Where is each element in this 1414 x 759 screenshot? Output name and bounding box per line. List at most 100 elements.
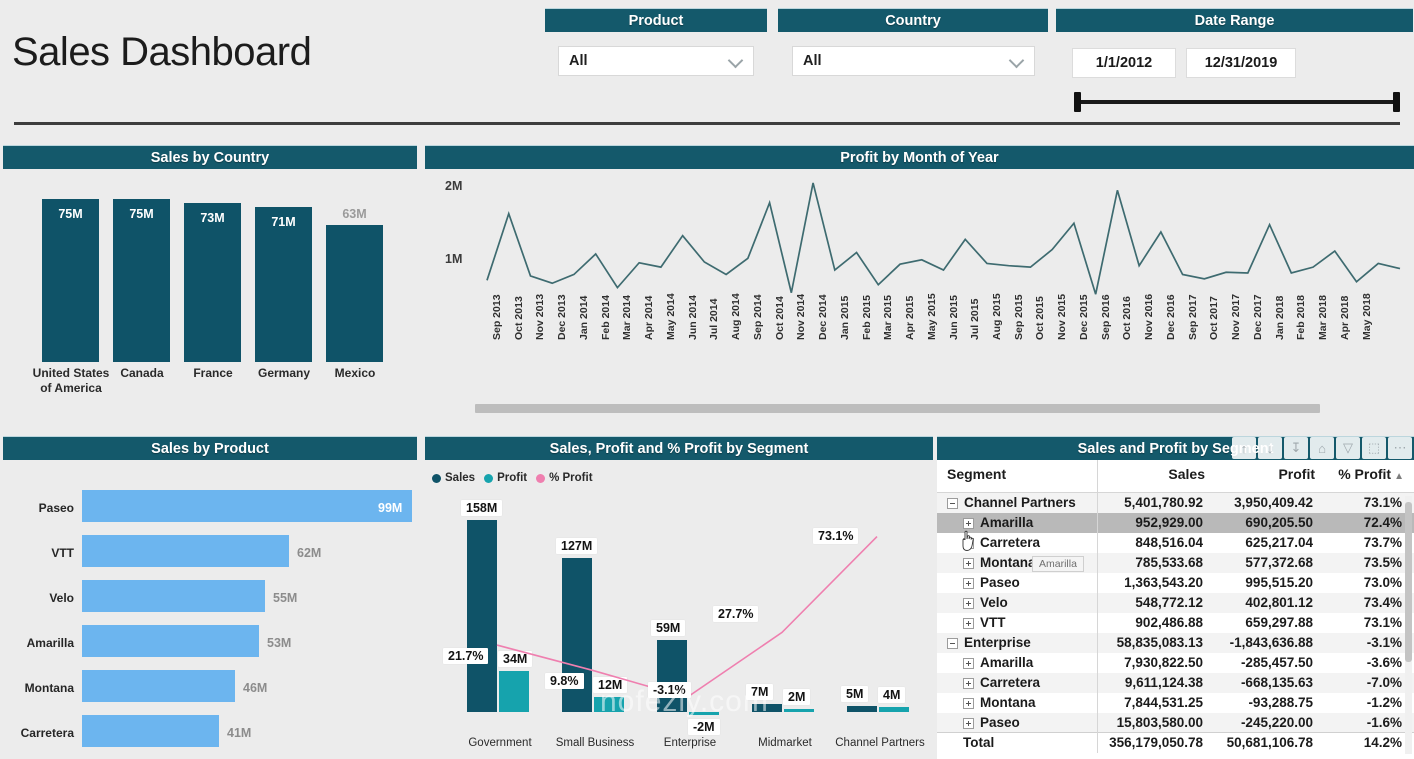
legend-item[interactable]: Sales <box>432 472 475 484</box>
more-options-icon[interactable]: ⋯ <box>1388 437 1412 459</box>
table-row[interactable]: VTT 902,486.88 659,297.88 73.1% <box>937 612 1414 633</box>
country-bar[interactable] <box>326 225 383 362</box>
country-slicer-dropdown[interactable]: All <box>792 46 1035 76</box>
line-chart-horizontal-scrollbar[interactable] <box>475 404 1320 413</box>
x-axis-tick: Oct 2017 <box>1208 296 1221 340</box>
segment-combo-chart[interactable]: Sales Profit % Profit 158M 34M Government 127… <box>425 460 935 759</box>
table-row[interactable]: Amarilla 7,930,822.50 -285,457.50 -3.6% <box>937 652 1414 673</box>
cell-segment[interactable]: Carretera <box>937 672 1097 693</box>
filter-icon[interactable]: ▽ <box>1336 437 1360 459</box>
cell-segment[interactable]: Velo <box>937 592 1097 613</box>
column-header-pct-profit[interactable]: % Profit ▲ <box>1325 460 1414 493</box>
segment-sales-bar[interactable] <box>847 706 877 712</box>
product-bar[interactable] <box>82 625 259 657</box>
table-row[interactable]: Montana 7,844,531.25 -93,288.75 -1.2% <box>937 692 1414 713</box>
expand-icon[interactable] <box>963 597 974 609</box>
cell-segment[interactable]: Amarilla <box>937 653 1097 673</box>
table-row[interactable]: Amarilla 952,929.00 690,205.50 72.4% <box>937 512 1414 533</box>
segment-profit-bar[interactable] <box>879 707 909 712</box>
table-row[interactable]: Velo 548,772.12 402,801.12 73.4% <box>937 592 1414 613</box>
product-axis-label: VTT <box>51 546 74 560</box>
cell-pct-profit: 73.5% <box>1325 552 1414 573</box>
sales-by-product-chart[interactable]: Paseo 99M VTT 62M Velo 55M Amarilla 53M Montana 4… <box>8 482 418 759</box>
combo-chart-legend[interactable]: Sales Profit % Profit <box>432 472 593 484</box>
matrix-vertical-scrollbar[interactable] <box>1405 502 1412 662</box>
x-axis-tick: Sep 2017 <box>1186 294 1199 340</box>
table-row[interactable]: Paseo 15,803,580.00 -245,220.00 -1.6% <box>937 712 1414 733</box>
country-bar[interactable] <box>113 199 170 362</box>
product-bar[interactable] <box>82 580 265 612</box>
matrix-body[interactable]: Channel Partners 5,401,780.92 3,950,409.42… <box>937 492 1414 753</box>
collapse-icon[interactable] <box>947 498 958 510</box>
legend-item[interactable]: Profit <box>484 472 527 484</box>
cell-segment[interactable]: Amarilla <box>937 512 1097 533</box>
column-header-segment[interactable]: Segment <box>937 460 1097 493</box>
legend-label: Sales <box>445 472 476 484</box>
expand-icon[interactable] <box>963 577 974 589</box>
cell-segment[interactable]: Montana <box>937 693 1097 713</box>
product-bar[interactable] <box>82 490 412 522</box>
cell-segment[interactable]: Paseo <box>937 712 1097 733</box>
x-axis-tick: Jul 2014 <box>708 298 721 340</box>
country-bar[interactable] <box>184 203 241 362</box>
expand-icon[interactable] <box>963 617 974 629</box>
column-header-sales[interactable]: Sales <box>1096 460 1215 493</box>
cell-profit: -285,457.50 <box>1240 655 1313 670</box>
collapse-icon[interactable] <box>947 637 958 649</box>
expand-icon[interactable] <box>963 677 974 689</box>
drill-down-icon[interactable]: ↓ <box>1258 437 1282 459</box>
product-bar[interactable] <box>82 535 289 567</box>
cell-segment[interactable]: Enterprise <box>937 632 1097 653</box>
product-slicer-dropdown[interactable]: All <box>558 46 754 76</box>
date-range-end-input[interactable]: 12/31/2019 <box>1186 48 1296 78</box>
slider-handle-right[interactable] <box>1393 92 1400 112</box>
expand-all-icon[interactable]: ↧ <box>1284 437 1308 459</box>
x-axis-tick: Jan 2018 <box>1273 295 1286 340</box>
profit-by-month-chart[interactable]: 2M 1M Sep 2013 Oct 2013 Nov 2013 Dec 2013 Jan … <box>425 168 1414 430</box>
date-range-start-input[interactable]: 1/1/2012 <box>1072 48 1176 78</box>
sales-by-country-chart[interactable]: 75M United States of America 75M Canada 73M F… <box>30 180 400 420</box>
expand-icon[interactable] <box>963 697 974 709</box>
table-row[interactable]: Montana 785,533.68 577,372.68 73.5% <box>937 552 1414 573</box>
matrix-toolbar[interactable]: ↑ ↓ ↧ ⌂ ▽ ⬚ ⋯ <box>1232 436 1412 460</box>
table-row[interactable]: Carretera 9,611,124.38 -668,135.63 -7.0% <box>937 672 1414 693</box>
segment-sales-bar[interactable] <box>467 520 497 712</box>
drill-mode-icon[interactable]: ⌂ <box>1310 437 1334 459</box>
country-bar[interactable] <box>42 199 99 362</box>
segment-profit-label: 34M <box>498 651 533 667</box>
table-row[interactable]: Enterprise 58,835,083.13 -1,843,636.88 -3.1… <box>937 632 1414 653</box>
focus-mode-icon[interactable]: ⬚ <box>1362 437 1386 459</box>
segment-sales-bar[interactable] <box>752 704 782 712</box>
segment-profit-bar[interactable] <box>499 671 529 712</box>
product-bar[interactable] <box>82 715 219 747</box>
slider-handle-left[interactable] <box>1074 92 1081 112</box>
segment-profit-bar[interactable] <box>689 712 719 715</box>
expand-icon[interactable] <box>963 717 974 729</box>
expand-icon[interactable] <box>963 517 974 529</box>
table-row[interactable]: Carretera 848,516.04 625,217.04 73.7% <box>937 532 1414 553</box>
expand-icon[interactable] <box>963 557 974 569</box>
table-row[interactable]: Channel Partners 5,401,780.92 3,950,409.42… <box>937 492 1414 513</box>
column-header-profit[interactable]: Profit <box>1215 460 1325 493</box>
country-bar-value: 73M <box>200 211 225 225</box>
sales-and-profit-matrix[interactable]: ↑ ↓ ↧ ⌂ ▽ ⬚ ⋯ Segment Sales Profit % Profit ▲ C… <box>937 437 1414 759</box>
segment-profit-bar[interactable] <box>594 697 624 712</box>
matrix-table[interactable]: Segment Sales Profit % Profit ▲ Channel P… <box>937 460 1414 753</box>
cell-profit: 625,217.04 <box>1245 535 1313 550</box>
cell-profit: 659,297.88 <box>1245 615 1313 630</box>
cell-segment[interactable]: Channel Partners <box>937 492 1097 513</box>
expand-icon[interactable] <box>963 657 974 669</box>
table-row[interactable]: Paseo 1,363,543.20 995,515.20 73.0% <box>937 572 1414 593</box>
product-bar[interactable] <box>82 670 235 702</box>
date-range-slider[interactable] <box>1072 90 1402 114</box>
country-bar[interactable] <box>255 207 312 362</box>
segment-profit-bar[interactable] <box>784 709 814 712</box>
cell-pct-profit: 72.4% <box>1325 512 1414 533</box>
drill-up-icon[interactable]: ↑ <box>1232 437 1256 459</box>
x-axis-tick: Sep 2015 <box>1012 294 1025 340</box>
product-axis-label: Montana <box>24 681 74 695</box>
legend-item[interactable]: % Profit <box>536 472 593 484</box>
cell-segment[interactable]: Paseo <box>937 573 1097 593</box>
cell-segment[interactable]: VTT <box>937 613 1097 633</box>
segment-sales-bar[interactable] <box>657 640 687 712</box>
